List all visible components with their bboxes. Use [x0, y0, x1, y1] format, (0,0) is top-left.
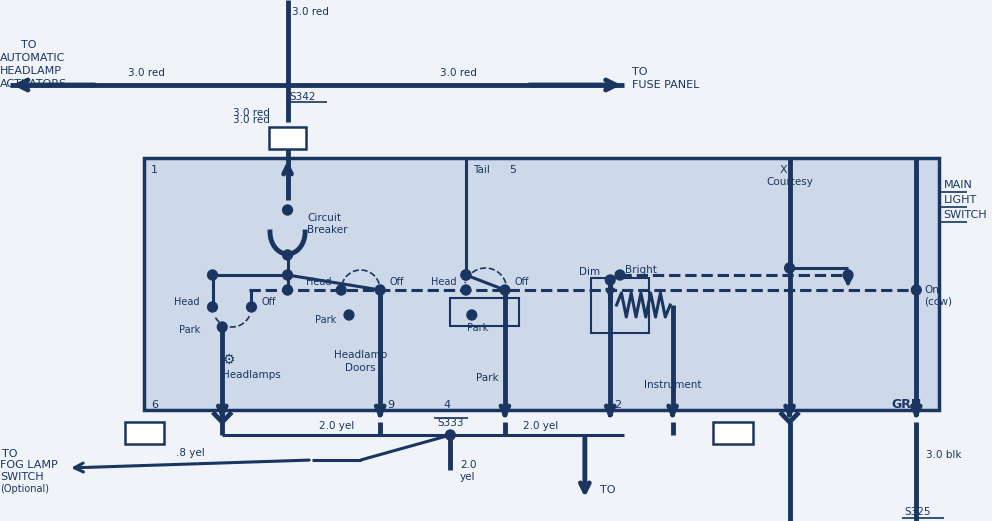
Bar — [590, 278, 649, 333]
Text: MAIN: MAIN — [943, 180, 972, 190]
Text: On: On — [925, 285, 939, 295]
Text: GRN: GRN — [891, 399, 922, 412]
Text: Off: Off — [390, 277, 405, 287]
Text: LIGHT: LIGHT — [943, 195, 977, 205]
Text: X: X — [780, 165, 788, 175]
Text: Park: Park — [476, 373, 499, 383]
Text: Dim: Dim — [579, 267, 600, 277]
Text: Head: Head — [175, 297, 199, 307]
Text: Tail: Tail — [473, 165, 490, 175]
Text: 5: 5 — [509, 165, 516, 175]
Text: TO: TO — [600, 485, 616, 495]
Circle shape — [247, 302, 256, 312]
Text: 2.0: 2.0 — [460, 460, 476, 470]
Text: Head: Head — [431, 277, 456, 287]
Circle shape — [461, 270, 471, 280]
Text: 6: 6 — [151, 400, 158, 410]
Circle shape — [785, 263, 795, 273]
Bar — [712, 422, 754, 444]
Circle shape — [283, 205, 293, 215]
Bar — [125, 422, 164, 444]
Text: TO: TO — [2, 449, 18, 459]
Text: Doors: Doors — [345, 363, 376, 373]
Circle shape — [283, 270, 293, 280]
Text: SWITCH: SWITCH — [943, 210, 987, 220]
Text: Headlamps: Headlamps — [222, 370, 281, 380]
Text: Head: Head — [306, 277, 331, 287]
Text: FUSE PANEL: FUSE PANEL — [632, 80, 699, 90]
Circle shape — [344, 310, 354, 320]
Text: 3.0 blk: 3.0 blk — [927, 450, 961, 460]
Text: ACTUATORS: ACTUATORS — [0, 79, 67, 89]
Circle shape — [336, 285, 346, 295]
Text: 1: 1 — [151, 165, 158, 175]
Circle shape — [500, 285, 510, 295]
Text: 150: 150 — [720, 427, 746, 440]
Bar — [269, 127, 307, 149]
Text: S333: S333 — [437, 418, 463, 428]
Text: Off: Off — [515, 277, 529, 287]
Text: (Optional): (Optional) — [0, 484, 49, 494]
Text: 2.0 yel: 2.0 yel — [318, 421, 354, 431]
Circle shape — [461, 270, 471, 280]
Text: 4: 4 — [443, 400, 450, 410]
Text: 2: 2 — [283, 131, 292, 144]
Text: 9: 9 — [387, 400, 394, 410]
Text: 2.0 yel: 2.0 yel — [524, 421, 558, 431]
Text: S325: S325 — [905, 507, 931, 517]
Text: 3.0 red: 3.0 red — [293, 7, 329, 17]
Text: Courtesy: Courtesy — [766, 177, 813, 187]
Circle shape — [467, 310, 477, 320]
Text: TO: TO — [22, 40, 37, 50]
Text: Instrument: Instrument — [644, 380, 701, 390]
Bar — [450, 298, 519, 326]
Text: (ccw): (ccw) — [925, 297, 952, 307]
Text: HEADLAMP: HEADLAMP — [0, 66, 62, 76]
Text: FOG LAMP: FOG LAMP — [0, 460, 58, 470]
Text: 3.0 red: 3.0 red — [128, 68, 165, 78]
Text: yel: yel — [460, 472, 475, 482]
Circle shape — [283, 250, 293, 260]
Circle shape — [615, 270, 625, 280]
Text: ⚙: ⚙ — [223, 353, 235, 367]
Circle shape — [843, 270, 853, 280]
Text: AUTOMATIC: AUTOMATIC — [0, 53, 65, 63]
Text: 3.0 red: 3.0 red — [439, 68, 476, 78]
Text: .8 yel: .8 yel — [176, 448, 204, 458]
Text: 3.0 red: 3.0 red — [233, 115, 270, 125]
Text: 2: 2 — [614, 400, 621, 410]
Bar — [144, 158, 938, 410]
Text: SWITCH: SWITCH — [0, 472, 44, 482]
Circle shape — [912, 285, 922, 295]
Text: Park: Park — [467, 323, 488, 333]
Text: Off: Off — [261, 297, 276, 307]
Text: 10: 10 — [136, 427, 153, 440]
Text: TO: TO — [632, 67, 647, 77]
Circle shape — [217, 322, 227, 332]
Text: S342: S342 — [290, 92, 316, 102]
Circle shape — [283, 285, 293, 295]
Circle shape — [605, 275, 615, 285]
Text: 3.0 red: 3.0 red — [233, 108, 270, 118]
Text: Headlamp: Headlamp — [334, 350, 387, 360]
Text: Bright: Bright — [625, 265, 657, 275]
Circle shape — [375, 285, 385, 295]
Circle shape — [207, 302, 217, 312]
Text: Breaker: Breaker — [308, 225, 347, 235]
Text: Park: Park — [179, 325, 199, 335]
Circle shape — [461, 285, 471, 295]
Text: Circuit: Circuit — [308, 213, 341, 223]
Circle shape — [445, 430, 455, 440]
Text: Park: Park — [315, 315, 336, 325]
Circle shape — [207, 270, 217, 280]
